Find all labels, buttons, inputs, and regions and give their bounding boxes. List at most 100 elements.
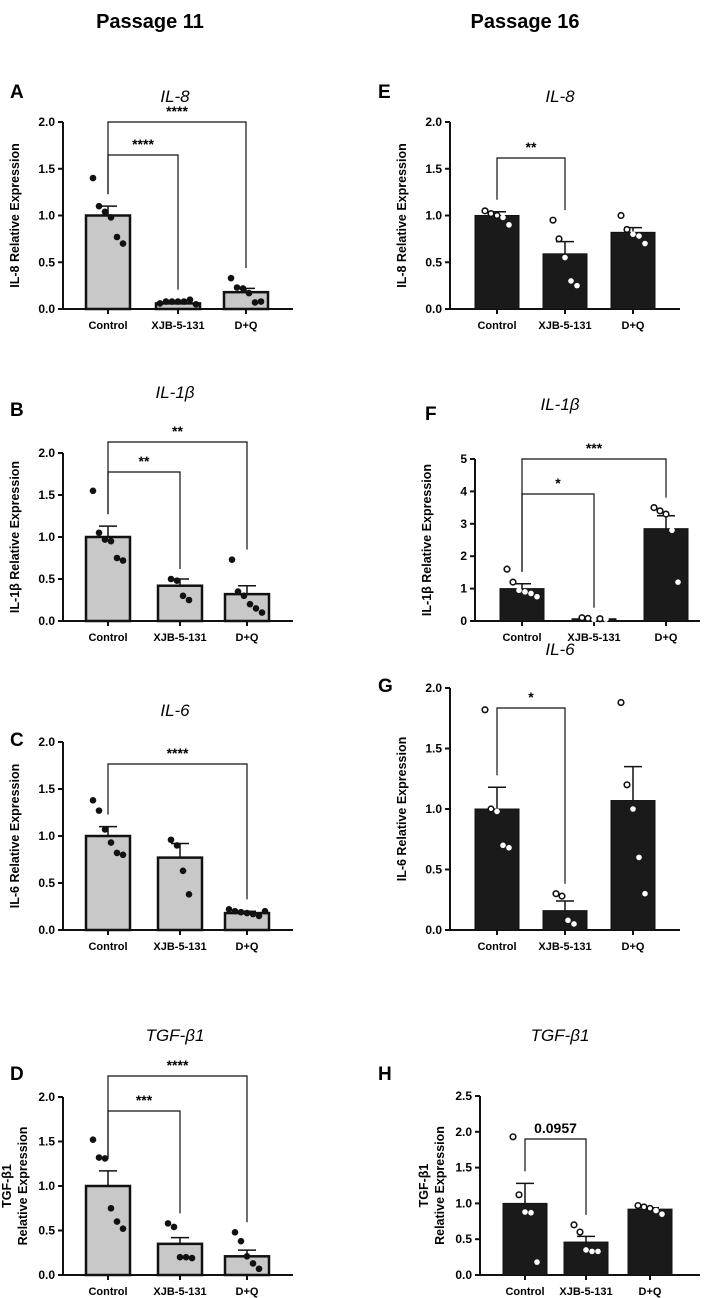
x-tick-label: D+Q [236,1286,259,1298]
panel-c: C IL-6 IL-6 Relative Expression 0.0 0.5 1.0 1.… [8,701,293,953]
data-point [164,1220,172,1227]
y-tick-label: 1.0 [38,530,55,544]
bar-control [84,535,132,623]
data-point [101,536,109,543]
data-point [119,851,127,859]
data-point [481,207,489,215]
data-point [515,1191,523,1199]
data-point [186,296,194,303]
data-point [534,593,540,600]
data-point [239,285,247,292]
bar-control [499,588,545,622]
data-point [258,609,266,616]
panel-title: IL-6 [160,701,190,720]
data-point [617,698,625,707]
x-tick-label: D+Q [622,941,645,953]
data-point [113,1218,121,1225]
y-tick-label: 2.0 [38,735,55,749]
y-tick-label: 1.0 [38,829,55,843]
data-point [503,565,511,573]
y-axis-label: IL-1β Relative Expression [8,461,22,613]
data-point [107,537,115,545]
data-point [630,806,636,812]
x-tick-label: Control [88,320,127,332]
y-tick-label: 0.0 [38,302,55,316]
data-point [185,890,193,898]
data-point [506,844,512,851]
panel-letter: E [378,82,391,103]
data-point [576,1228,584,1236]
y-tick-label: 2.5 [455,1089,472,1103]
data-point [261,907,269,915]
data-point [231,1228,239,1236]
data-point [481,706,489,714]
data-point [243,909,251,917]
y-tick-label: 2.0 [425,681,442,695]
data-point [179,867,187,875]
significance-bracket [107,1075,248,1223]
panel-letter: F [425,404,437,425]
data-point [182,1253,190,1261]
bar-d-q [610,231,656,310]
data-point [494,808,500,815]
y-tick-label: 1.0 [38,209,55,223]
x-tick-label: XJB-5-131 [153,941,206,953]
data-point [192,301,200,308]
significance-label: **** [132,136,154,152]
data-point [107,1204,115,1212]
x-tick-label: Control [88,1286,127,1298]
y-tick-label: 1.5 [455,1161,472,1175]
data-point [589,1248,595,1255]
panel-letter: A [10,82,24,103]
data-point [500,842,506,849]
y-tick-label: 1.0 [455,1196,472,1210]
significance-label: **** [166,103,188,119]
data-point [255,912,263,920]
bar-d-q [610,800,656,931]
data-point [656,507,664,515]
significance-label: **** [167,745,189,761]
panel-letter: H [378,1064,392,1085]
data-point [623,781,631,789]
data-point [234,588,242,595]
data-point [176,1253,184,1261]
y-tick-label: 2.0 [38,115,55,129]
y-tick-label: 0.0 [38,614,55,628]
data-point [595,1248,601,1255]
data-point [89,487,97,495]
column-header-passage-16: Passage 16 [471,11,580,33]
data-point [167,575,175,583]
x-tick-label: Control [477,941,516,953]
y-tick-label: 1.5 [38,162,55,176]
y-tick-label: 0.5 [38,255,55,269]
data-point [188,1254,196,1262]
x-tick-label: D+Q [236,632,259,644]
panel-b: B IL-1β IL-1β Relative Expression 0.0 0.5 1.0… [8,383,293,644]
y-axis-label: IL-6 Relative Expression [395,737,409,882]
x-tick-label: XJB-5-131 [567,632,620,644]
x-tick-label: XJB-5-131 [153,632,206,644]
data-point [180,298,188,305]
significance-bracket [496,157,566,211]
y-tick-label: 5 [460,452,467,466]
bar-d-q [627,1208,673,1276]
y-tick-label: 1.0 [425,802,442,816]
data-point [237,908,245,916]
y-axis-label: Relative Expression [16,1127,30,1246]
data-point [522,1209,528,1215]
data-point [662,510,670,518]
data-point [636,854,642,861]
y-axis-label: IL-6 Relative Expression [8,764,22,909]
panel-g: G IL-6 IL-6 Relative Expression 0.0 0.5 1.0 1.… [378,640,680,953]
data-point [500,214,506,221]
bar-d-q [643,528,689,622]
data-point [653,1207,659,1214]
data-point [583,1247,589,1253]
data-point [251,299,259,306]
data-point [174,298,182,305]
panel-title: IL-1β [540,395,579,414]
data-point [659,1211,665,1217]
data-point [591,616,597,623]
